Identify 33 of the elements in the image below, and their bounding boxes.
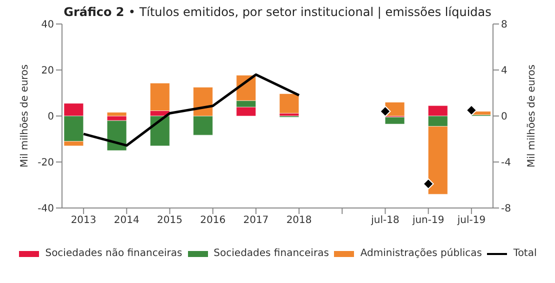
point <box>380 106 391 117</box>
legend-label: Total <box>512 248 537 259</box>
point <box>422 178 434 190</box>
y2-axis-title: Mil milhões de euros <box>526 64 538 168</box>
x-tick-label: 2013 <box>70 215 96 226</box>
y-tick-label: 40 <box>41 20 54 31</box>
x-tick-label: 2016 <box>200 215 226 226</box>
y2-tick-label: -4 <box>501 158 511 169</box>
bar <box>106 120 127 151</box>
y2-tick-label: 8 <box>501 20 508 31</box>
bar <box>106 112 127 116</box>
y2-tick-label: 4 <box>501 66 508 77</box>
x-tick-label: jul-19 <box>456 215 486 226</box>
bar <box>279 94 300 114</box>
y-tick-label: 0 <box>48 112 54 123</box>
y-axis-title: Mil milhões de euros <box>20 64 31 168</box>
x-tick-label: jul-18 <box>370 215 400 226</box>
y-tick-label: -40 <box>38 204 54 215</box>
x-tick-label: 2015 <box>157 215 182 226</box>
x-tick-label: 2017 <box>243 215 269 226</box>
legend-label: Sociedades financeiras <box>212 248 329 259</box>
y-tick-label: 20 <box>41 66 54 77</box>
legend-label: Administrações públicas <box>359 248 482 259</box>
legend-label: Sociedades não financeiras <box>44 248 182 259</box>
chart-title: Gráfico 2 • Títulos emitidos, por setor institucional | emissões líquidas <box>62 4 492 20</box>
y2-tick-label: -8 <box>501 204 511 215</box>
point <box>466 104 477 116</box>
x-tick-label: jun-19 <box>411 215 444 226</box>
y2-tick-label: 0 <box>501 112 508 123</box>
line-series <box>82 73 300 147</box>
x-tick-label: 2014 <box>114 215 140 226</box>
x-tick-label: 2018 <box>286 215 312 226</box>
y-tick-label: -20 <box>38 158 54 169</box>
